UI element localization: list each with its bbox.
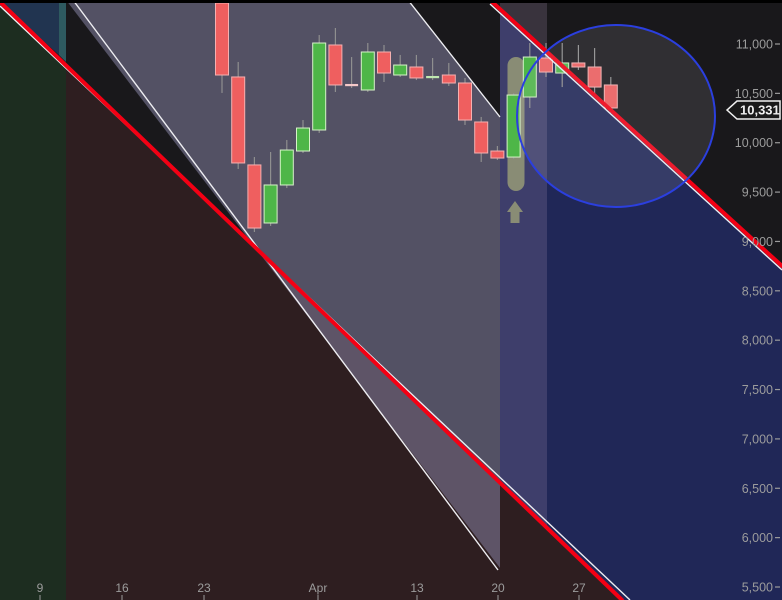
- candle-body: [279, 149, 294, 186]
- y-axis-label: 5,500: [742, 580, 773, 594]
- candle[interactable]: [215, 2, 229, 93]
- candle[interactable]: [441, 62, 456, 86]
- price-tag-layer: 10,331: [725, 100, 781, 120]
- candle-body: [377, 51, 391, 74]
- x-axis-label: 16: [115, 581, 129, 595]
- highlight-circle[interactable]: [516, 24, 716, 208]
- y-axis-label: 7,500: [742, 383, 773, 397]
- candle-body: [571, 62, 586, 68]
- candle[interactable]: [490, 145, 505, 161]
- candle-body: [312, 42, 327, 131]
- candle-body: [587, 66, 602, 88]
- candle[interactable]: [231, 61, 246, 169]
- candle[interactable]: [247, 157, 262, 232]
- candle-body: [393, 64, 408, 76]
- candle-body: [409, 66, 424, 79]
- candle[interactable]: [587, 48, 602, 96]
- candle-body: [263, 184, 278, 224]
- candle[interactable]: [393, 54, 408, 77]
- candle-body: [296, 127, 310, 152]
- candle[interactable]: [458, 77, 472, 125]
- y-axis-label: 9,000: [742, 235, 773, 249]
- x-axis-label: 20: [491, 581, 505, 595]
- candle-body: [215, 2, 229, 76]
- candle-body: [441, 74, 456, 84]
- candle[interactable]: [474, 116, 489, 162]
- up-arrow-annotation[interactable]: [507, 201, 523, 223]
- y-axis-label: 11,000: [736, 38, 773, 52]
- channel-hug-line-2[interactable]: [489, 3, 782, 271]
- candle-body: [458, 82, 472, 121]
- candle[interactable]: [312, 35, 327, 133]
- y-axis-label: 6,500: [742, 482, 773, 496]
- candle-body: [231, 76, 246, 164]
- y-axis-label: 10,000: [735, 136, 773, 150]
- candle[interactable]: [360, 43, 375, 92]
- red-trendline-upper[interactable]: [488, 0, 782, 268]
- candle[interactable]: [296, 120, 310, 153]
- candle-body: [360, 51, 375, 91]
- candle[interactable]: [328, 28, 343, 92]
- candle-body: [247, 164, 262, 229]
- last-price-tag-text: 10,331: [740, 103, 780, 118]
- candle-body: [474, 121, 489, 154]
- candle-body: [539, 57, 553, 73]
- wedge-line-left[interactable]: [72, 0, 499, 571]
- last-price-tag: [725, 100, 781, 120]
- candle[interactable]: [571, 44, 586, 70]
- candle-body: [490, 150, 505, 159]
- x-axis-label: 13: [410, 581, 424, 595]
- wedge-trendlines[interactable]: [72, 0, 501, 571]
- candle-doji-body: [426, 75, 440, 79]
- candle[interactable]: [377, 44, 391, 83]
- y-axis-label: 10,500: [735, 87, 773, 101]
- highlight-annotations[interactable]: [0, 0, 782, 208]
- candle[interactable]: [603, 76, 618, 114]
- y-axis-label: 6,000: [742, 531, 773, 545]
- region-green-band: [0, 2, 66, 600]
- red-trendline-lower[interactable]: [0, 0, 624, 600]
- candle[interactable]: [409, 54, 424, 81]
- region-navy-channel: [500, 9, 782, 600]
- region-teal-strip: [59, 0, 66, 62]
- axes-layer: 11,000 10,500 10,000 9,500 9,000 8,500 8,000 7,…: [37, 38, 780, 600]
- y-axis-label: 8,500: [742, 284, 773, 298]
- x-axis-label: Apr: [309, 581, 328, 595]
- y-axis-label: 7,000: [742, 432, 773, 446]
- y-axis-label: 9,500: [742, 186, 773, 200]
- candle[interactable]: [426, 58, 440, 81]
- x-axis-label: 27: [572, 581, 586, 595]
- candle[interactable]: [279, 139, 294, 189]
- candle[interactable]: [345, 57, 359, 89]
- x-axis-label: 9: [37, 581, 44, 595]
- y-axis-label: 8,000: [742, 334, 773, 348]
- x-axis-label: 23: [197, 581, 211, 595]
- top-border: [0, 0, 782, 3]
- candle-body: [328, 44, 343, 86]
- wedge-line-right[interactable]: [407, 0, 501, 118]
- candle[interactable]: [263, 152, 278, 226]
- candle-doji-body: [345, 83, 359, 87]
